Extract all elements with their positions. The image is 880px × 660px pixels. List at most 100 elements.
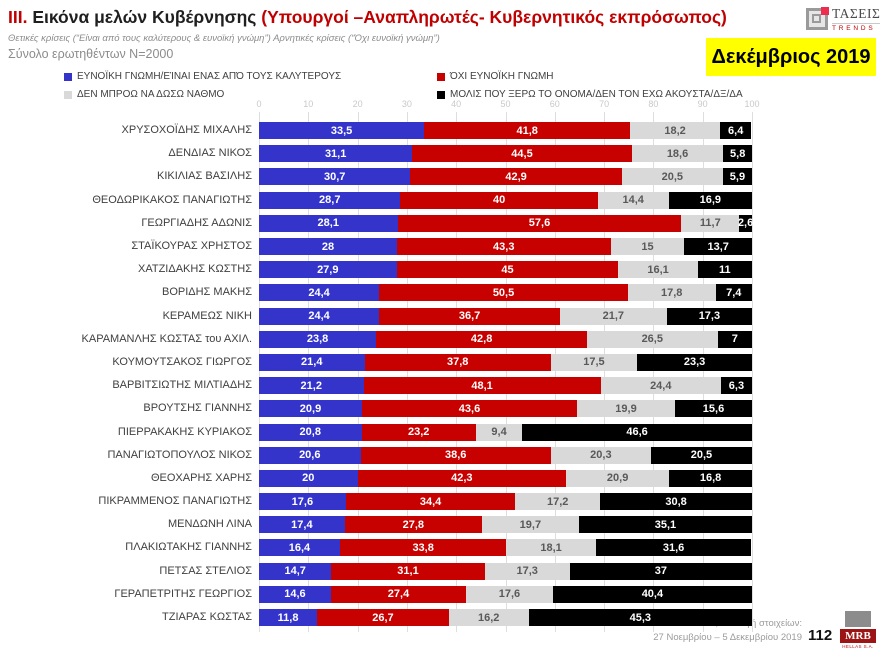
bar-segment-unfavorable: 57,6	[397, 214, 682, 232]
bar-row: ΔΕΝΔΙΑΣ ΝΙΚΟΣ 31,1 44,5 18,6 5,8	[168, 145, 752, 163]
date-badge: Δεκέμβριος 2019	[706, 38, 876, 76]
bar-value-label: 15	[641, 240, 654, 253]
category-label: ΒΡΟΥΤΣΗΣ ΓΙΑΝΝΗΣ	[143, 402, 252, 415]
mrb-gray-block-icon	[845, 611, 871, 627]
bar-value-label: 42,8	[470, 333, 493, 346]
bar-segment-unfavorable: 26,7	[317, 609, 449, 626]
bar-row: ΤΖΙΑΡΑΣ ΚΩΣΤΑΣ 11,8 26,7 16,2 45,3	[162, 609, 752, 626]
bar-segment-barely-know: 40,4	[552, 585, 752, 603]
bar-value-label: 16,8	[699, 472, 722, 485]
bar-value-label: 14,6	[284, 588, 306, 601]
bar-value-label: 34,4	[419, 495, 442, 508]
category-label: ΒΑΡΒΙΤΣΙΩΤΗΣ ΜΙΛΤΙΑΔΗΣ	[112, 379, 252, 392]
category-label: ΔΕΝΔΙΑΣ ΝΙΚΟΣ	[168, 147, 252, 160]
bar-value-label: 50,5	[492, 286, 515, 299]
bar-segment-unfavorable: 36,7	[379, 307, 560, 325]
bar-segment-barely-know: 16,9	[668, 191, 752, 209]
x-axis-tick-label: 80	[648, 99, 659, 109]
category-label: ΣΤΑΪΚΟΥΡΑΣ ΧΡΗΣΤΟΣ	[131, 240, 252, 252]
bar-row: ΓΕΡΑΠΕΤΡΙΤΗΣ ΓΕΩΡΓΙΟΣ 14,6 27,4 17,6 40,4	[114, 585, 752, 603]
legend-item-barely-know: ΜΟΛΙΣ ΠΟΥ ΞΕΡΩ ΤΟ ΟΝΟΜΑ/ΔΕΝ ΤΟΝ ΕΧΩ ΑΚΟΥ…	[437, 89, 743, 100]
x-axis-tick-label: 50	[500, 99, 511, 109]
taseis-logo: ΤΑΣΕΙΣ TRENDS	[806, 6, 880, 32]
bar-value-label: 42,9	[505, 170, 527, 183]
bar-segment-cannot-rate: 11,7	[681, 214, 740, 232]
bar-segment-cannot-rate: 17,8	[627, 284, 716, 302]
bar-value-label: 24,4	[308, 286, 330, 299]
category-label: ΜΕΝΔΩΝΗ ΛΙΝΑ	[167, 518, 252, 531]
bar-value-label: 16,9	[699, 194, 722, 207]
gridline	[308, 112, 310, 632]
legend-item-cannot-rate: ΔΕΝ ΜΠΡΟΩ ΝΑ ΔΩΣΩ ΝΑΘΜΟ	[64, 89, 224, 100]
bar-value-label: 11,7	[699, 217, 721, 230]
bar-value-label: 28,7	[319, 194, 341, 207]
bar-value-label: 24,4	[650, 379, 672, 392]
bar-row: ΘΕΟΧΑΡΗΣ ΧΑΡΗΣ 20 42,3 20,9 16,8	[151, 469, 752, 487]
bar-row: ΓΕΩΡΓΙΑΔΗΣ ΑΔΩΝΙΣ 28,1 57,6 11,7 2,6	[141, 214, 753, 232]
bar-segment-favorable: 28	[259, 238, 398, 255]
category-label: ΠΙΕΡΡΑΚΑΚΗΣ ΚΥΡΙΑΚΟΣ	[117, 425, 252, 438]
bar-segment-favorable: 33,5	[259, 122, 425, 139]
bar-value-label: 31,6	[662, 541, 685, 554]
bar-segment-unfavorable: 33,8	[339, 539, 507, 557]
legend-label-cannot-rate: ΔΕΝ ΜΠΡΟΩ ΝΑ ΔΩΣΩ ΝΑΘΜΟ	[77, 89, 225, 100]
category-label: ΠΕΤΣΑΣ ΣΤΕΛΙΟΣ	[159, 564, 252, 577]
bar-value-label: 45	[501, 263, 514, 276]
bar-value-label: 11	[719, 263, 731, 276]
stacked-bar-chart: ΧΡΥΣΟΧΟΪΔΗΣ ΜΙΧΑΛΗΣ 33,5 41,8 18,2 6,4 ΔΕΝΔΙΑ…	[82, 112, 753, 632]
bar-value-label: 17,3	[516, 565, 538, 578]
bar-value-label: 17,3	[698, 310, 721, 322]
bar-segment-barely-know: 35,1	[578, 516, 752, 534]
bar-value-label: 33,8	[412, 541, 434, 554]
bar-row: ΒΑΡΒΙΤΣΙΩΤΗΣ ΜΙΛΤΙΑΔΗΣ 21,2 48,1 24,4 6,3	[112, 377, 752, 395]
legend-swatch-unfavorable	[437, 72, 445, 81]
bar-segment-cannot-rate: 21,7	[559, 307, 667, 325]
bar-value-label: 30,7	[323, 170, 346, 183]
bar-value-label: 42,3	[451, 472, 473, 485]
bar-value-label: 17,4	[291, 518, 313, 531]
bar-segment-unfavorable: 34,4	[345, 493, 516, 510]
bar-row: ΧΡΥΣΟΧΟΪΔΗΣ ΜΙΧΑΛΗΣ 33,5 41,8 18,2 6,4	[122, 122, 752, 139]
bar-value-label: 23,2	[408, 426, 430, 438]
bar-value-label: 16,2	[478, 611, 500, 624]
category-label: ΚΟΥΜΟΥΤΣΑΚΟΣ ΓΙΩΡΓΟΣ	[112, 355, 252, 368]
bar-row: ΒΡΟΥΤΣΗΣ ΓΙΑΝΝΗΣ 20,9 43,6 19,9 15,6	[143, 400, 752, 418]
bar-value-label: 17,5	[583, 356, 605, 369]
x-axis: 0 10 20 30 40 50 60 70 80 90 100	[256, 99, 759, 111]
bar-value-label: 20,9	[606, 472, 629, 485]
taseis-maze-icon	[806, 7, 829, 30]
bar-segment-barely-know: 5,9	[722, 168, 752, 186]
bar-value-label: 31,1	[324, 147, 347, 160]
bar-segment-unfavorable: 27,8	[344, 516, 482, 534]
bar-value-label: 27,9	[317, 263, 339, 276]
bar-segment-cannot-rate: 15	[610, 238, 685, 255]
bar-segment-barely-know: 46,6	[522, 423, 752, 441]
bar-value-label: 16,1	[647, 263, 669, 276]
bar-segment-barely-know: 6,3	[720, 377, 752, 395]
bar-segment-favorable: 31,1	[259, 145, 413, 163]
bar-value-label: 17,6	[498, 588, 521, 601]
bar-value-label: 23,8	[306, 333, 329, 346]
bar-segment-favorable: 14,6	[259, 585, 331, 603]
gridline	[604, 112, 606, 632]
bar-segment-unfavorable: 42,9	[410, 168, 622, 186]
bar-value-label: 35,1	[654, 518, 677, 531]
bar-value-label: 16,4	[288, 541, 311, 554]
category-label: ΘΕΟΧΑΡΗΣ ΧΑΡΗΣ	[150, 471, 252, 484]
bar-segment-favorable: 24,4	[259, 307, 380, 325]
bar-value-label: 37	[654, 565, 668, 578]
x-axis-tick-label: 40	[451, 99, 462, 109]
bar-value-label: 20,5	[661, 170, 684, 183]
bar-value-label: 18,2	[664, 124, 686, 137]
bar-segment-favorable: 20,6	[259, 446, 361, 464]
bar-value-label: 31,1	[397, 565, 419, 578]
bar-value-label: 19,7	[519, 518, 542, 531]
bar-value-label: 20,5	[690, 449, 713, 462]
bar-row: ΒΟΡΙΔΗΣ ΜΑΚΗΣ 24,4 50,5 17,8 7,4	[162, 284, 752, 302]
bar-value-label: 6,4	[728, 124, 744, 137]
gridline	[702, 112, 704, 632]
category-label: ΤΖΙΑΡΑΣ ΚΩΣΤΑΣ	[162, 611, 252, 623]
bar-segment-cannot-rate: 20,3	[550, 446, 651, 464]
bar-segment-barely-know: 7,4	[715, 284, 752, 302]
bar-segment-favorable: 20,9	[259, 400, 363, 418]
